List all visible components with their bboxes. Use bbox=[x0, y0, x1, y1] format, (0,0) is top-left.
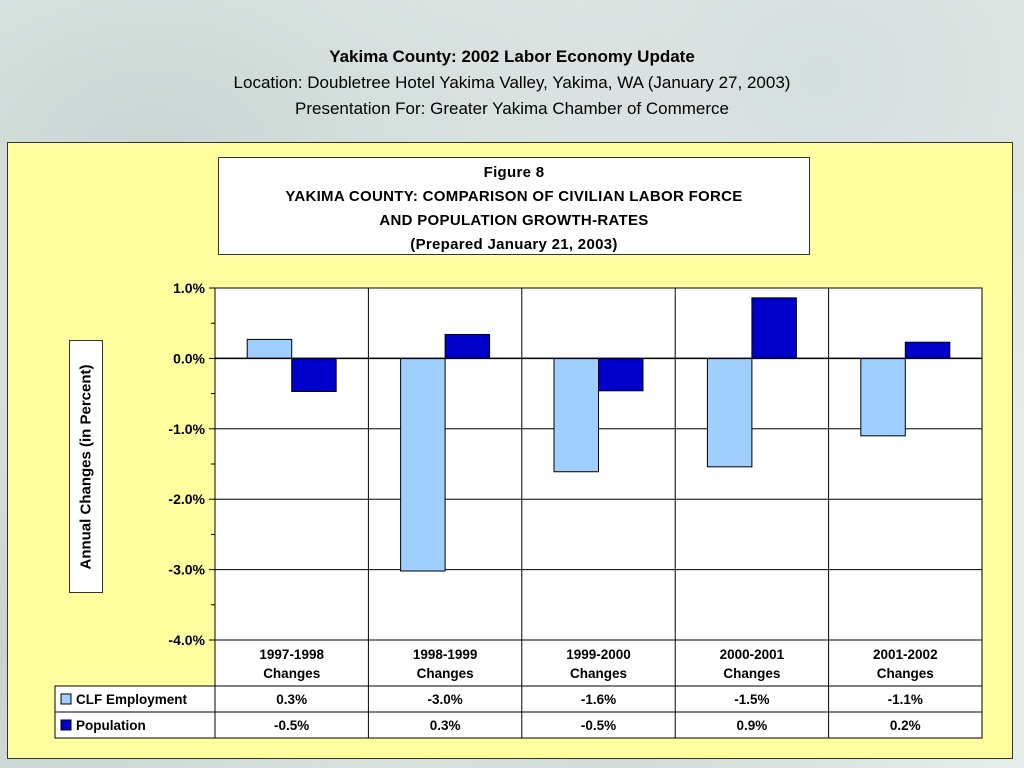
data-table-value: -0.5% bbox=[581, 718, 616, 733]
bar-population bbox=[444, 333, 491, 359]
bar-population bbox=[598, 357, 644, 392]
x-category-label: Changes bbox=[877, 666, 934, 681]
slide-location: Location: Doubletree Hotel Yakima Valley… bbox=[233, 73, 791, 92]
data-table-value: -1.6% bbox=[581, 692, 616, 707]
x-category-label: Changes bbox=[417, 666, 474, 681]
figure-subtitle-line-3: (Prepared January 21, 2003) bbox=[410, 236, 618, 253]
x-category-label: Changes bbox=[263, 666, 320, 681]
legend-series-name: Population bbox=[76, 718, 146, 733]
legend-swatch bbox=[60, 719, 72, 731]
bar-population bbox=[291, 357, 337, 392]
bar-population bbox=[904, 341, 951, 359]
slide-header: Yakima County: 2002 Labor Economy Update… bbox=[0, 44, 1024, 122]
y-tick-label: -3.0% bbox=[168, 562, 205, 578]
figure-subtitle-line-1: YAKIMA COUNTY: COMPARISON OF CIVILIAN LA… bbox=[285, 188, 743, 205]
data-table-value: 0.2% bbox=[890, 718, 921, 733]
x-category-label: 1997-1998 bbox=[259, 647, 324, 662]
bar-population bbox=[751, 297, 797, 359]
legend-series-name: CLF Employment bbox=[76, 692, 188, 707]
data-table-value: -1.1% bbox=[888, 692, 923, 707]
slide-title: Yakima County: 2002 Labor Economy Update bbox=[329, 47, 695, 66]
x-category-label: 1999-2000 bbox=[566, 647, 631, 662]
data-table-value: 0.3% bbox=[430, 718, 461, 733]
y-tick-label: -4.0% bbox=[168, 632, 205, 648]
x-category-label: Changes bbox=[570, 666, 627, 681]
y-axis-label-box: Annual Changes (in Percent) bbox=[69, 340, 103, 593]
bar-clf-employment bbox=[860, 357, 906, 437]
bar-clf-employment bbox=[553, 357, 599, 473]
data-table-value: -0.5% bbox=[274, 718, 309, 733]
legend-swatch bbox=[60, 693, 72, 705]
category-header-row bbox=[214, 639, 983, 687]
x-category-label: 2000-2001 bbox=[720, 647, 785, 662]
x-category-label: Changes bbox=[723, 666, 780, 681]
y-tick-label: 0.0% bbox=[173, 350, 205, 366]
data-table-value: -3.0% bbox=[427, 692, 462, 707]
y-tick-label: -2.0% bbox=[168, 491, 205, 507]
data-table-value: 0.3% bbox=[276, 692, 307, 707]
figure-subtitle-line-2: AND POPULATION GROWTH-RATES bbox=[379, 212, 649, 229]
y-tick-label: -1.0% bbox=[168, 421, 205, 437]
x-category-label: 1998-1999 bbox=[413, 647, 478, 662]
bar-clf-employment bbox=[400, 357, 446, 572]
x-category-label: 2001-2002 bbox=[873, 647, 938, 662]
slide-presentation-for: Presentation For: Greater Yakima Chamber… bbox=[295, 99, 729, 118]
y-tick-label: 1.0% bbox=[173, 280, 205, 296]
figure-title-box: Figure 8 YAKIMA COUNTY: COMPARISON OF CI… bbox=[218, 157, 810, 255]
data-table-value: 0.9% bbox=[737, 718, 768, 733]
data-table-value: -1.5% bbox=[734, 692, 769, 707]
figure-number: Figure 8 bbox=[483, 164, 545, 181]
bar-clf-employment bbox=[246, 338, 293, 359]
bar-clf-employment bbox=[706, 357, 753, 468]
